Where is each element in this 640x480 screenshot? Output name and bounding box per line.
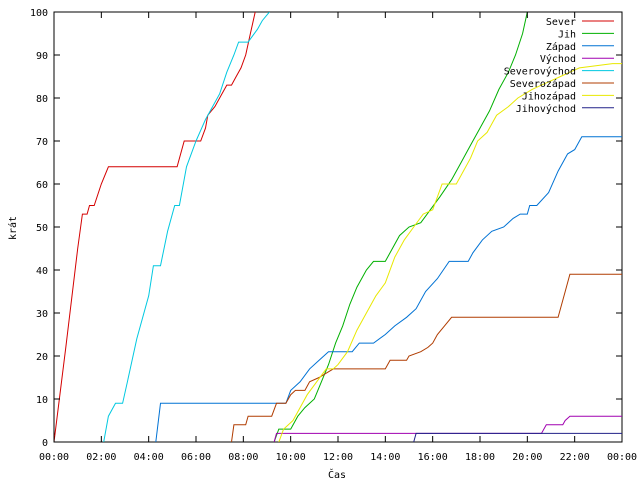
x-tick-label: 18:00: [465, 452, 495, 463]
legend-label-jihozapad: Jihozápad: [522, 90, 576, 102]
series-line-sever: [54, 12, 256, 442]
legend-label-zapad: Západ: [546, 41, 576, 53]
x-tick-label: 22:00: [560, 452, 590, 463]
legend-label-severovychod: Severovýchod: [504, 66, 576, 78]
x-tick-label: 00:00: [607, 452, 637, 463]
series-line-jihovychod: [413, 432, 622, 442]
x-tick-label: 04:00: [134, 452, 164, 463]
y-tick-label: 80: [36, 94, 48, 105]
x-tick-label: 20:00: [512, 452, 542, 463]
series-line-vychod: [273, 415, 622, 442]
series-line-severozapad: [231, 273, 622, 442]
y-tick-label: 0: [42, 438, 48, 449]
x-tick-label: 14:00: [370, 452, 400, 463]
series-line-severovychod: [103, 12, 270, 442]
y-tick-label: 50: [36, 223, 48, 234]
legend-label-jihovychod: Jihovýchod: [516, 103, 576, 115]
y-tick-label: 10: [36, 395, 48, 406]
y-tick-label: 100: [30, 8, 48, 19]
y-tick-label: 40: [36, 266, 48, 277]
x-axis-label: Čas: [328, 468, 346, 480]
y-axis-label: krát: [7, 216, 19, 240]
legend-label-sever: Sever: [546, 17, 576, 28]
x-tick-label: 12:00: [323, 452, 353, 463]
x-tick-label: 02:00: [86, 452, 116, 463]
series-line-zapad: [155, 136, 622, 442]
legend-label-vychod: Východ: [540, 53, 576, 65]
series-line-jih: [273, 12, 528, 442]
y-tick-label: 30: [36, 309, 48, 320]
x-tick-label: 00:00: [39, 452, 69, 463]
legend-label-severozapad: Severozápad: [510, 78, 576, 90]
y-tick-label: 20: [36, 352, 48, 363]
x-tick-label: 16:00: [418, 452, 448, 463]
y-tick-label: 90: [36, 51, 48, 62]
y-tick-label: 70: [36, 137, 48, 148]
legend-label-jih: Jih: [558, 29, 576, 40]
x-tick-label: 08:00: [228, 452, 258, 463]
x-tick-label: 10:00: [276, 452, 306, 463]
series-line-jihozapad: [278, 63, 622, 442]
y-tick-label: 60: [36, 180, 48, 191]
x-tick-label: 06:00: [181, 452, 211, 463]
